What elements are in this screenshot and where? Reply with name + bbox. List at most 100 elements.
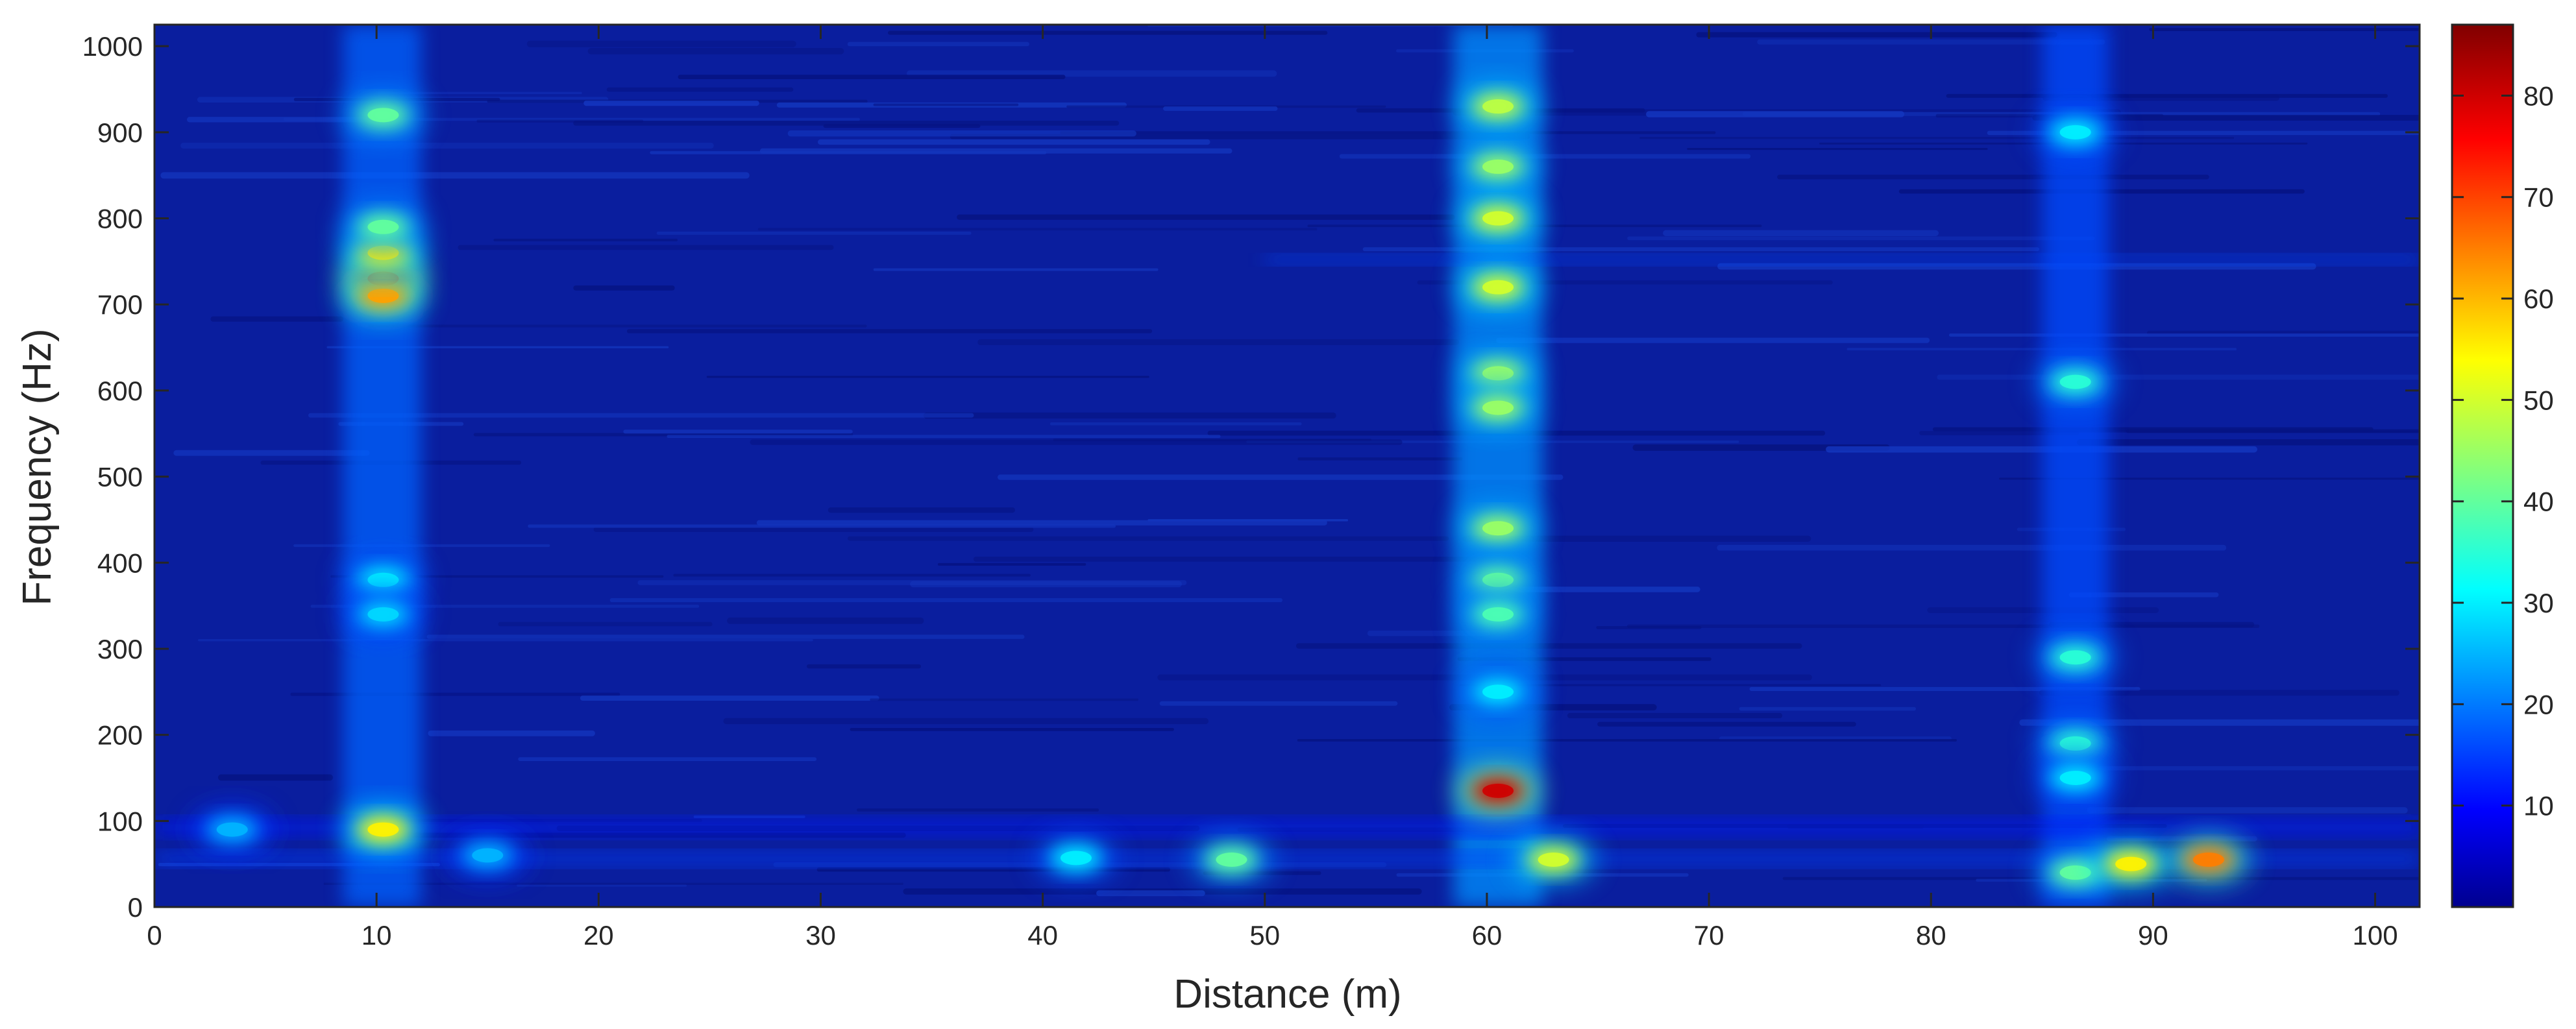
heatmap-streak xyxy=(1060,131,1716,134)
heatmap-hotspot xyxy=(1458,196,1539,241)
heatmap-streak xyxy=(1596,625,1702,629)
heatmap-streak xyxy=(160,172,750,179)
heatmap-streak xyxy=(723,718,1209,725)
heatmap-streak xyxy=(1339,154,1751,159)
heatmap-band xyxy=(1264,256,2420,263)
heatmap-streak xyxy=(518,757,817,762)
heatmap-streak xyxy=(587,47,844,54)
heatmap-streak xyxy=(888,30,1328,35)
heatmap-streak xyxy=(903,888,1422,895)
heatmap-streak xyxy=(2106,836,2257,841)
heatmap-streak xyxy=(750,439,1403,445)
x-tick-label: 10 xyxy=(362,920,392,950)
heatmap-streak xyxy=(308,413,974,418)
heatmap-hotspot xyxy=(1458,557,1539,602)
heatmap-streak xyxy=(1639,137,2235,139)
heatmap-streak xyxy=(580,696,879,701)
heatmap-streak xyxy=(1295,643,1802,649)
x-tick-label: 40 xyxy=(1027,920,1058,950)
heatmap-streak xyxy=(757,228,1318,231)
heatmap-hotspot xyxy=(1458,670,1539,714)
heatmap-streak xyxy=(517,884,687,887)
heatmap-streak xyxy=(759,148,1233,154)
heatmap-streak xyxy=(2032,115,2420,121)
x-tick-label: 30 xyxy=(805,920,836,950)
heatmap-streak xyxy=(290,692,620,696)
y-tick-label: 900 xyxy=(97,117,143,148)
heatmap-streak xyxy=(1453,109,2121,116)
y-tick-label: 300 xyxy=(97,634,143,664)
heatmap-streak xyxy=(923,412,1336,419)
x-tick-label: 60 xyxy=(1472,920,1503,950)
heatmap-hotspot xyxy=(1191,838,1272,882)
heatmap-streak xyxy=(528,524,1116,528)
heatmap-hotspot xyxy=(1513,838,1594,882)
heatmap-streak xyxy=(428,730,595,736)
heatmap-streak xyxy=(1719,736,1952,741)
y-axis-label: Frequency (Hz) xyxy=(15,328,60,605)
heatmap-streak xyxy=(217,774,334,781)
heatmap-streak xyxy=(487,99,868,103)
colorbar-tick-label: 10 xyxy=(2523,791,2554,821)
y-tick-label: 800 xyxy=(97,204,143,234)
heatmap-streak xyxy=(1717,263,2316,270)
heatmap-streak xyxy=(787,130,1136,137)
x-tick-label: 20 xyxy=(583,920,614,950)
heatmap-streak xyxy=(293,544,550,548)
heatmap-streak xyxy=(776,103,1127,108)
heatmap-streak xyxy=(378,91,582,95)
x-axis-label: Distance (m) xyxy=(1173,972,1401,1017)
heatmap-hotspot xyxy=(2035,359,2116,404)
heatmap-hotspot xyxy=(1458,506,1539,551)
heatmap-streak xyxy=(1626,624,2260,628)
heatmap-streak xyxy=(678,75,1066,79)
heatmap-hotspot xyxy=(343,592,424,636)
heatmap-streak xyxy=(850,727,1174,731)
heatmap-streak xyxy=(873,103,1019,106)
heatmap-streak xyxy=(2046,430,2420,433)
heatmap-streak xyxy=(1462,535,1811,542)
heatmap-streak xyxy=(473,433,853,437)
heatmap-streak xyxy=(173,450,370,456)
colorbar-tick-label: 20 xyxy=(2523,689,2554,720)
heatmap-streak xyxy=(2019,719,2420,726)
heatmap-streak xyxy=(1739,707,1917,711)
heatmap-streak xyxy=(573,285,675,291)
y-tick-label: 400 xyxy=(97,548,143,578)
heatmap-streak xyxy=(476,119,644,123)
x-tick-label: 0 xyxy=(147,920,162,950)
heatmap-streak xyxy=(977,339,1460,346)
heatmap-streak xyxy=(727,617,924,624)
colorbar-frame xyxy=(2451,23,2514,908)
heatmap-streak xyxy=(426,635,1025,639)
heatmap-streak xyxy=(1948,333,2420,337)
heatmap-hotspot xyxy=(343,273,424,318)
heatmap-streak xyxy=(873,268,1159,271)
heatmap-streak xyxy=(2126,429,2420,433)
heatmap-streak xyxy=(1460,684,1882,686)
heatmap-streak xyxy=(2099,766,2420,771)
heatmap-streak xyxy=(623,430,853,434)
colorbar-gradient xyxy=(2452,25,2513,907)
heatmap-band xyxy=(343,25,421,907)
heatmap-streak xyxy=(950,134,1530,139)
heatmap-streak xyxy=(593,527,1034,533)
heatmap-streak xyxy=(1053,439,1372,442)
colorbar-tick-label: 30 xyxy=(2523,588,2554,618)
heatmap-streak xyxy=(1627,236,2095,241)
heatmap-streak xyxy=(907,70,1277,77)
heatmap-streak xyxy=(180,142,714,149)
heatmap-streak xyxy=(1297,457,1463,461)
heatmap-hotspot xyxy=(343,204,424,249)
heatmap-hotspot xyxy=(343,557,424,602)
y-tick-label: 100 xyxy=(97,806,143,836)
heatmap-hotspot xyxy=(2035,850,2116,895)
heatmap-streak xyxy=(693,815,805,818)
colorbar: 10 20 30 40 50 60 70 80 xyxy=(2451,23,2554,908)
heatmap-streak xyxy=(2087,807,2408,814)
heatmap-hotspot xyxy=(1458,84,1539,129)
heatmap-hotspot xyxy=(2035,110,2116,154)
heatmap-streak xyxy=(1696,32,2057,38)
plot-area xyxy=(153,23,2421,908)
heatmap-hotspot xyxy=(2035,721,2116,766)
